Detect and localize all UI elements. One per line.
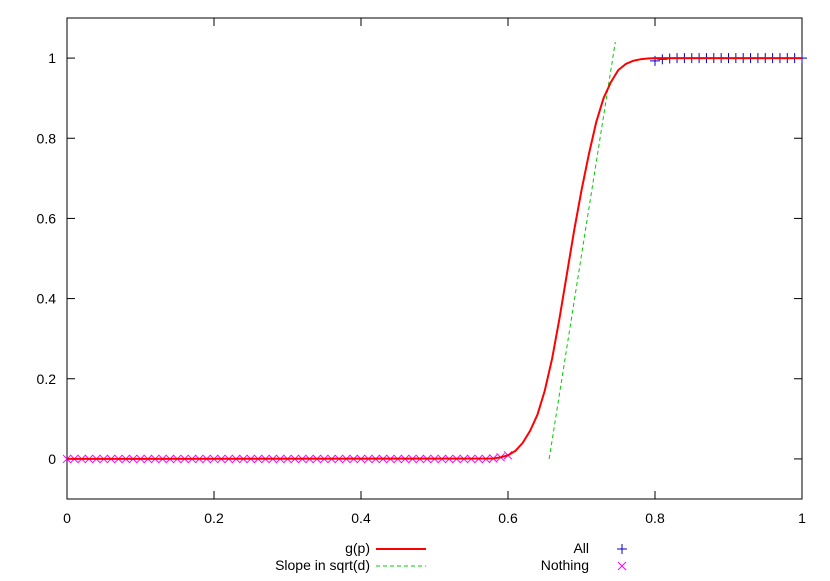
y-tick-label: 0	[48, 451, 56, 467]
series-plus	[650, 53, 807, 66]
plot-area	[62, 41, 807, 464]
legend-label-nothing: Nothing	[541, 557, 589, 573]
y-tick-label: 0.6	[37, 210, 57, 226]
legend-swatch-nothing	[617, 561, 627, 571]
y-tick-label: 0.4	[37, 291, 57, 307]
plot-frame	[66, 17, 803, 500]
legend-swatch-all	[617, 544, 627, 554]
legend: g(p) Slope in sqrt(d) All Nothing	[275, 540, 627, 573]
point-all	[657, 54, 668, 65]
x-tick-label: 0	[63, 510, 71, 526]
y-tick-label: 0.8	[37, 130, 57, 146]
legend-label-all: All	[573, 540, 589, 556]
series-dashed	[548, 41, 616, 459]
y-tick-label: 1	[48, 50, 56, 66]
x-tick-label: 0.8	[645, 510, 665, 526]
x-tick-label: 1	[798, 510, 806, 526]
y-tick-label: 0.2	[37, 371, 57, 387]
legend-label-g: g(p)	[345, 540, 370, 556]
axis-ticks: 0 0.2 0.4 0.6 0.8 1 0 0.2 0.4 0.6 0.8 1	[37, 18, 806, 526]
series-line	[66, 57, 802, 460]
x-tick-label: 0.6	[498, 510, 518, 526]
series-line-g	[66, 57, 802, 460]
x-tick-label: 0.4	[351, 510, 371, 526]
legend-label-slope: Slope in sqrt(d)	[275, 557, 370, 573]
series-line-slope	[548, 41, 616, 459]
series-cross	[62, 450, 513, 464]
x-tick-label: 0.2	[204, 510, 224, 526]
